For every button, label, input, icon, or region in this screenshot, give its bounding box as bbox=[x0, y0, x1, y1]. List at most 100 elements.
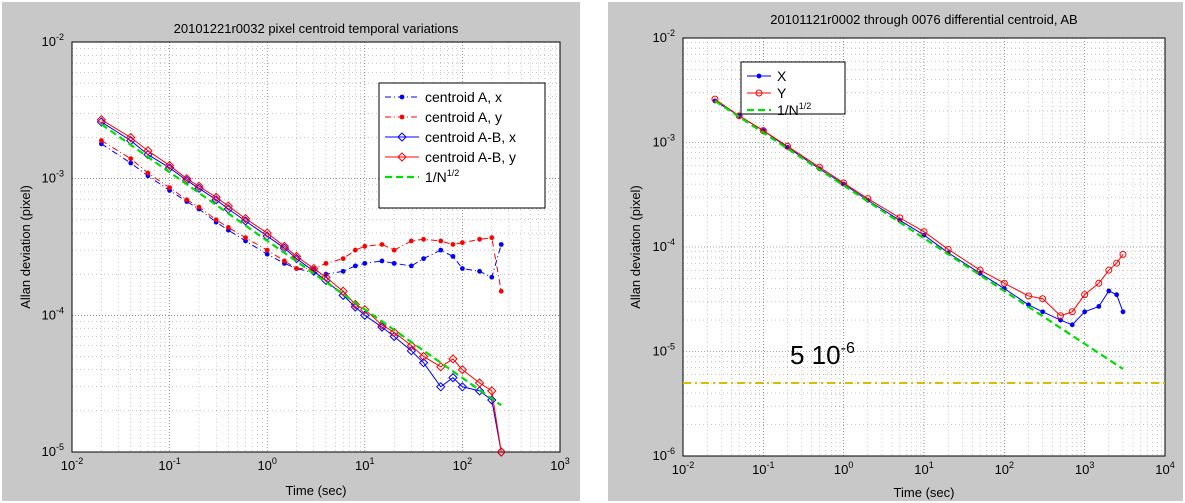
right-chart-title: 20101121r0002 through 0076 differential … bbox=[770, 12, 1077, 27]
x-tick-exponent: 4 bbox=[1170, 460, 1175, 470]
x-tick-label: 10-1 bbox=[752, 460, 774, 477]
data-point bbox=[406, 346, 417, 356]
data-point bbox=[1119, 250, 1127, 258]
data-point bbox=[281, 258, 287, 264]
y-tick-exponent: -6 bbox=[667, 446, 675, 456]
data-point bbox=[406, 340, 417, 351]
data-point bbox=[496, 447, 506, 457]
series-1 bbox=[98, 138, 504, 294]
y-tick-label: 10-6 bbox=[653, 446, 675, 463]
y-tick-base: 10 bbox=[42, 34, 56, 49]
y-tick-exponent: -2 bbox=[56, 32, 64, 42]
x-tick-base: 10 bbox=[158, 458, 172, 473]
data-point bbox=[450, 253, 456, 259]
y-tick-exponent: -5 bbox=[56, 442, 64, 452]
data-point bbox=[421, 236, 426, 242]
left-legend-box bbox=[378, 82, 546, 209]
right-annotation: 5 10-6 bbox=[790, 340, 855, 370]
x-tick-label: 102 bbox=[453, 456, 472, 473]
x-tick-label: 104 bbox=[1155, 460, 1174, 477]
legend-name: 1/N bbox=[777, 102, 799, 118]
data-point bbox=[184, 197, 190, 203]
x-tick-label: 10-2 bbox=[61, 456, 83, 473]
data-point bbox=[477, 268, 482, 274]
series-line bbox=[714, 99, 1124, 370]
data-point bbox=[145, 170, 151, 176]
x-tick-exponent: -2 bbox=[75, 456, 83, 466]
data-point bbox=[460, 240, 465, 246]
right-y-axis-label: Allan deviation (pixel) bbox=[628, 185, 643, 309]
data-point bbox=[1025, 292, 1033, 300]
data-point bbox=[323, 260, 329, 266]
y-tick-base: 10 bbox=[42, 444, 56, 459]
data-point bbox=[143, 146, 153, 156]
y-tick-exponent: -2 bbox=[667, 28, 675, 38]
data-point bbox=[194, 181, 204, 191]
data-point bbox=[128, 160, 134, 166]
data-point bbox=[1081, 291, 1089, 299]
legend-name: X bbox=[777, 68, 787, 84]
data-point bbox=[477, 236, 482, 242]
data-point bbox=[1069, 322, 1075, 328]
x-tick-label: 100 bbox=[834, 460, 853, 477]
y-tick-base: 10 bbox=[653, 448, 667, 463]
data-point bbox=[457, 382, 468, 392]
legend-name-sup: 1/2 bbox=[447, 168, 460, 178]
data-point bbox=[1114, 292, 1120, 298]
x-tick-exponent: 2 bbox=[467, 456, 472, 466]
x-tick-exponent: 1 bbox=[929, 460, 934, 470]
data-point bbox=[240, 213, 251, 224]
series-1 bbox=[711, 95, 1127, 320]
data-point bbox=[340, 268, 346, 274]
x-tick-base: 10 bbox=[914, 462, 928, 477]
legend-name: Y bbox=[777, 85, 787, 101]
x-tick-label: 100 bbox=[257, 456, 276, 473]
legend-marker bbox=[756, 73, 762, 79]
x-tick-exponent: 3 bbox=[565, 456, 570, 466]
legend-entry: centroid A-B, x bbox=[425, 129, 516, 145]
y-tick-label: 10-3 bbox=[42, 169, 64, 186]
data-point bbox=[279, 241, 290, 252]
data-point bbox=[362, 260, 368, 266]
data-point bbox=[474, 386, 485, 396]
data-point bbox=[350, 299, 361, 310]
y-tick-exponent: -3 bbox=[56, 169, 64, 179]
y-tick-label: 10-2 bbox=[42, 32, 64, 49]
data-point bbox=[474, 378, 485, 388]
x-tick-base: 10 bbox=[453, 458, 467, 473]
data-point bbox=[323, 271, 329, 277]
data-point bbox=[1000, 279, 1008, 287]
x-tick-exponent: -2 bbox=[686, 460, 694, 470]
left-series-group bbox=[96, 115, 506, 457]
y-tick-label: 10-2 bbox=[653, 28, 675, 45]
x-tick-base: 10 bbox=[1075, 462, 1089, 477]
data-point bbox=[487, 386, 497, 396]
data-point bbox=[213, 217, 219, 223]
series-line bbox=[100, 123, 502, 407]
data-point bbox=[489, 274, 495, 280]
data-point bbox=[243, 235, 248, 241]
data-point bbox=[944, 245, 952, 253]
legend-marker bbox=[399, 114, 405, 120]
data-point bbox=[340, 256, 346, 262]
right-annotation-base: 5 10 bbox=[790, 340, 841, 370]
legend-name-sup: 1/2 bbox=[799, 101, 812, 111]
data-point bbox=[418, 351, 429, 362]
right-x-axis-label: Time (sec) bbox=[894, 485, 955, 500]
data-point bbox=[391, 247, 397, 253]
data-point bbox=[1040, 309, 1046, 315]
y-tick-exponent: -5 bbox=[667, 342, 675, 352]
x-tick-label: 101 bbox=[914, 460, 933, 477]
x-tick-exponent: -1 bbox=[173, 456, 181, 466]
data-point bbox=[223, 201, 234, 211]
legend-entry: centroid A, x bbox=[425, 89, 502, 105]
x-tick-label: 102 bbox=[995, 460, 1014, 477]
data-point bbox=[338, 286, 348, 296]
x-tick-exponent: 0 bbox=[272, 456, 277, 466]
data-point bbox=[408, 238, 414, 244]
legend-entry: 1/N1/2 bbox=[777, 101, 811, 118]
data-point bbox=[436, 382, 446, 392]
legend-marker bbox=[397, 152, 407, 162]
x-tick-exponent: -1 bbox=[767, 460, 775, 470]
